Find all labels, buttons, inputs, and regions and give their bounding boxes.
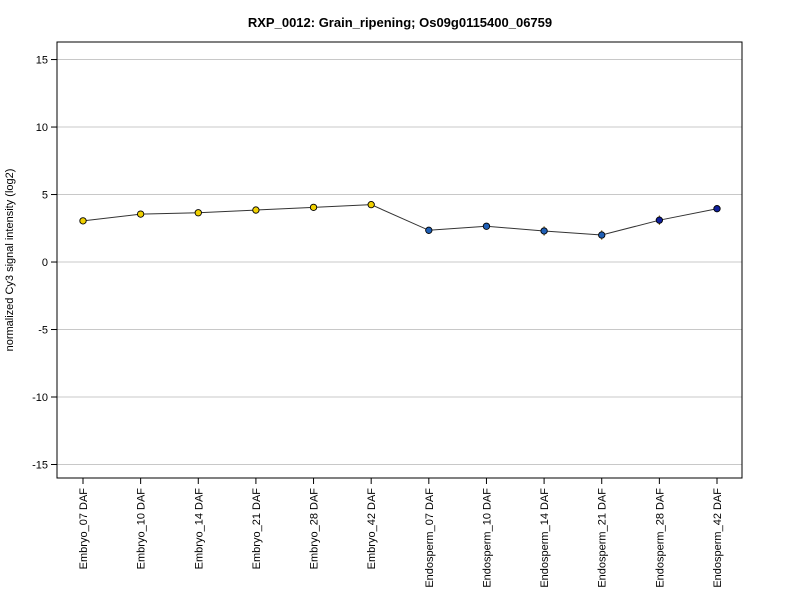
- x-tick-label-3: Embryo_21 DAF: [251, 488, 263, 570]
- x-tick-label-10: Endosperm_28 DAF: [654, 488, 666, 588]
- data-point-4: [309, 203, 318, 212]
- data-point-5: [367, 201, 375, 209]
- y-tick-label-2: -5: [38, 325, 48, 337]
- y-axis-label: normalized Cy3 signal intensity (log2): [4, 169, 16, 352]
- plot-frame: [56, 41, 743, 479]
- y-tick-label-4: 5: [42, 190, 48, 202]
- x-tick-label-8: Endosperm_14 DAF: [539, 488, 551, 588]
- y-tick-label-5: 10: [36, 122, 48, 134]
- axes: -15 -10 -5 0 5 10 15 Embryo_07 DAF Embryo_10 DAF…: [32, 55, 724, 588]
- data-point-10: [655, 216, 664, 224]
- x-tick-label-2: Embryo_14 DAF: [193, 488, 205, 570]
- data-point-8: [540, 227, 548, 235]
- data-point-1: [136, 210, 145, 218]
- x-tick-label-5: Embryo_42 DAF: [366, 488, 378, 570]
- x-tick-label-6: Endosperm_07 DAF: [424, 488, 436, 588]
- data-point-11: [713, 205, 721, 213]
- data-point-0: [79, 217, 87, 225]
- x-tick-label-7: Endosperm_10 DAF: [481, 488, 493, 588]
- data-point-3: [252, 206, 260, 214]
- x-tick-label-11: Endosperm_42 DAF: [712, 488, 724, 588]
- x-tick-label-0: Embryo_07 DAF: [78, 488, 90, 570]
- y-tick-label-6: 15: [36, 55, 48, 67]
- grid-lines: [57, 59, 742, 466]
- x-tick-label-4: Embryo_28 DAF: [309, 488, 321, 570]
- x-tick-label-1: Embryo_10 DAF: [136, 488, 148, 570]
- x-tick-label-9: Endosperm_21 DAF: [597, 488, 609, 588]
- y-tick-label-1: -10: [32, 392, 48, 404]
- y-tick-label-0: -15: [32, 460, 48, 472]
- series-line: [82, 204, 718, 236]
- data-point-2: [194, 209, 202, 217]
- chart-title: RXP_0012: Grain_ripening; Os09g0115400_0…: [248, 15, 552, 30]
- data-point-7: [482, 222, 491, 230]
- data-series: [79, 201, 721, 240]
- data-point-9: [598, 231, 606, 239]
- y-tick-label-3: 0: [42, 257, 48, 269]
- data-point-6: [425, 226, 433, 234]
